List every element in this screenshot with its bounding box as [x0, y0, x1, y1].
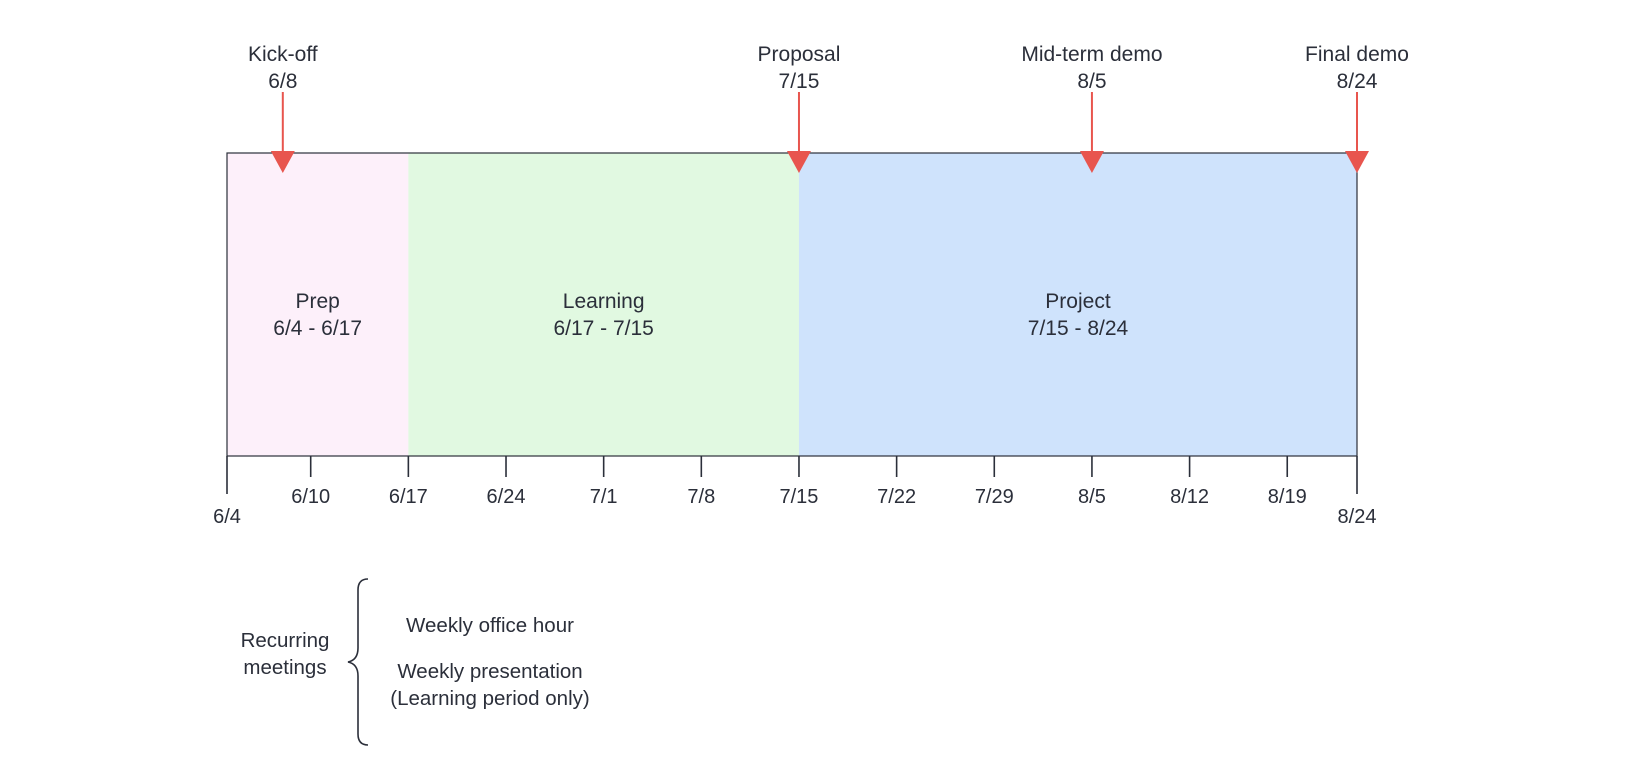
- axis-tick-label: 7/29: [975, 486, 1014, 508]
- axis-tick-label: 6/4: [213, 506, 241, 528]
- recurring-meeting-item: Weekly presentation: [397, 660, 582, 683]
- phase-band-prep: [227, 153, 409, 456]
- axis-tick-label: 7/1: [590, 486, 618, 508]
- recurring-meetings-label: meetings: [243, 656, 326, 679]
- phase-bands: Prep 6/4 - 6/17 Learning 6/17 - 7/15 Project…: [227, 153, 1357, 456]
- axis-tick-label: 8/5: [1078, 486, 1106, 508]
- milestone-midterm: Mid-term demo 8/5: [1021, 43, 1163, 173]
- milestone-kickoff: Kick-off 6/8: [248, 43, 318, 173]
- axis-tick-label: 6/24: [487, 486, 526, 508]
- recurring-meeting-item: Weekly office hour: [406, 614, 574, 637]
- axis-tick-label: 8/19: [1268, 486, 1307, 508]
- axis-tick-label: 6/17: [389, 486, 428, 508]
- axis-tick-label: 7/8: [687, 486, 715, 508]
- milestone-arrow-icon: [786, 151, 811, 173]
- phase-range-learning: 6/17 - 7/15: [553, 317, 653, 340]
- milestone-name: Proposal: [758, 43, 841, 66]
- axis-tick-label: 7/15: [780, 486, 819, 508]
- phase-name-prep: Prep: [295, 290, 339, 313]
- axis-tick-label: 7/22: [877, 486, 916, 508]
- milestone-name: Mid-term demo: [1021, 43, 1162, 66]
- milestone-final: Final demo 8/24: [1305, 43, 1409, 173]
- milestone-date: 8/5: [1077, 70, 1106, 93]
- milestone-arrow-icon: [270, 151, 295, 173]
- recurring-meetings-label: Recurring: [241, 629, 330, 652]
- recurring-meeting-item: (Learning period only): [390, 687, 589, 710]
- axis-tick-label: 8/12: [1170, 486, 1209, 508]
- phase-range-prep: 6/4 - 6/17: [273, 317, 362, 340]
- milestone-date: 8/24: [1337, 70, 1378, 93]
- phase-band-learning: [408, 153, 799, 456]
- milestone-date: 6/8: [268, 70, 297, 93]
- phase-name-learning: Learning: [563, 290, 645, 313]
- milestone-name: Kick-off: [248, 43, 318, 66]
- milestone-arrow-icon: [1345, 151, 1369, 173]
- phase-name-project: Project: [1045, 290, 1111, 313]
- milestone-date: 7/15: [779, 70, 820, 93]
- milestone-proposal: Proposal 7/15: [758, 43, 841, 173]
- milestone-arrow-icon: [1079, 151, 1104, 173]
- recurring-meetings: Recurring meetings Weekly office hour Weekl…: [241, 578, 590, 746]
- date-axis: 6/4 6/10 6/17 6/24 7/1 7/8 7/15 7/22 7/29 8/5 8/12…: [213, 456, 1376, 528]
- milestone-name: Final demo: [1305, 43, 1409, 66]
- phase-band-project: [798, 153, 1357, 456]
- phase-range-project: 7/15 - 8/24: [1028, 317, 1129, 340]
- axis-tick-label: 8/24: [1338, 506, 1377, 528]
- milestones: Kick-off 6/8 Proposal 7/15 Mid-term demo 8/5 F…: [248, 43, 1409, 173]
- curly-brace-icon: [347, 578, 369, 746]
- axis-tick-label: 6/10: [291, 486, 330, 508]
